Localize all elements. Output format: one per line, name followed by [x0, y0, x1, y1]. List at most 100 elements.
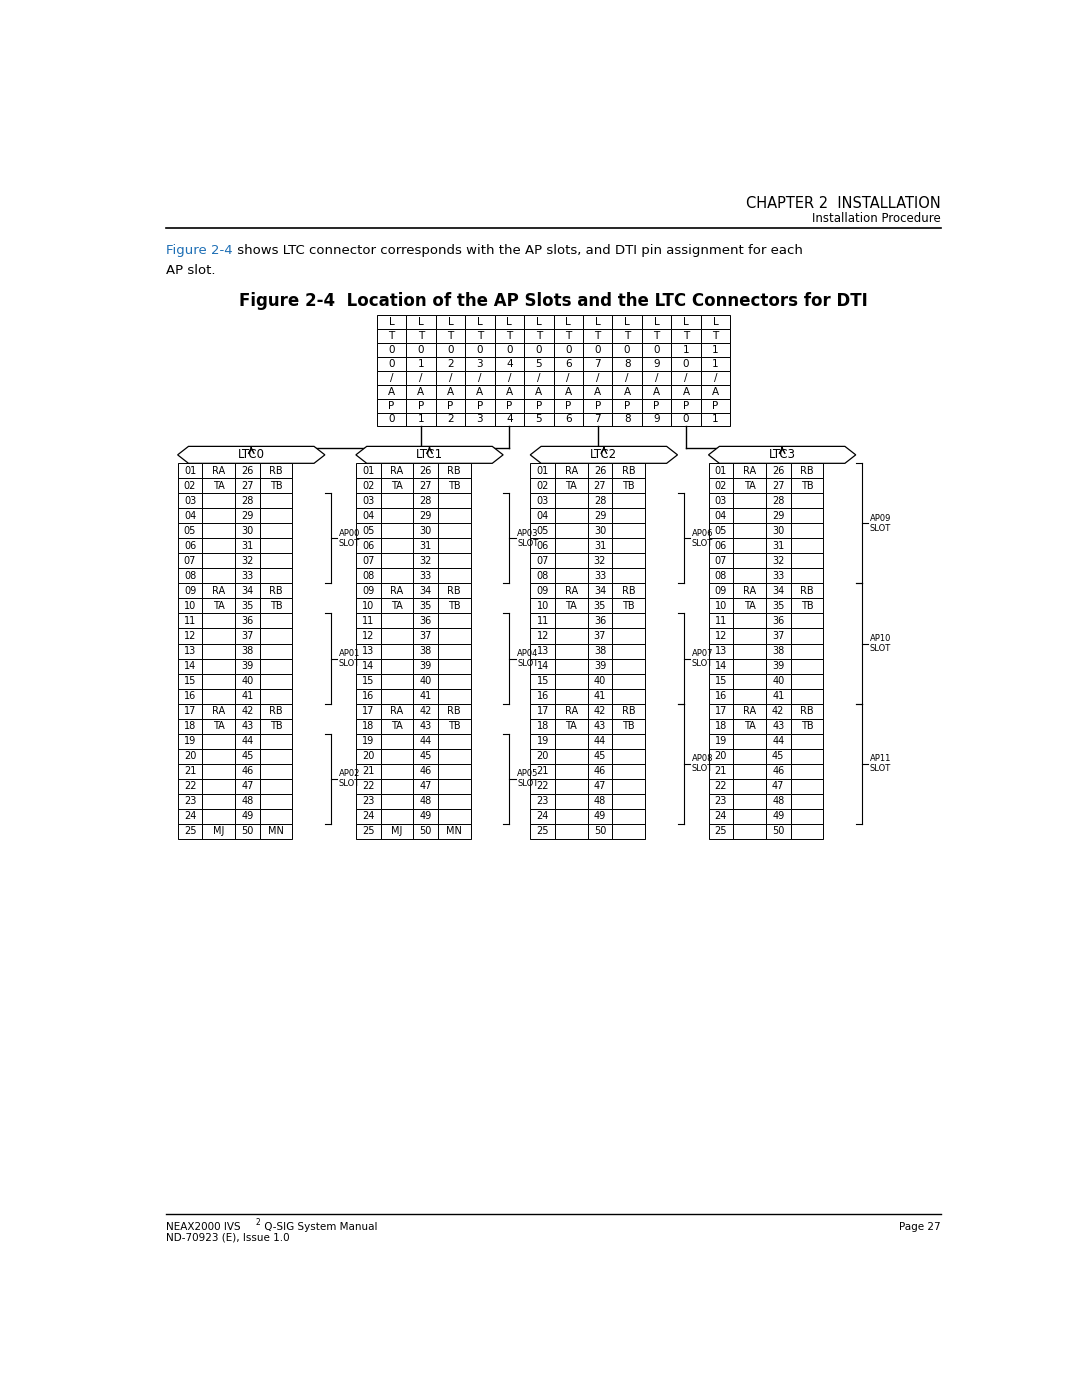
Text: P: P	[536, 401, 542, 411]
Text: 36: 36	[772, 616, 784, 626]
Bar	[555, 493, 588, 509]
Bar	[612, 464, 645, 478]
Text: 06: 06	[537, 541, 549, 550]
Bar	[708, 538, 733, 553]
Text: 35: 35	[419, 601, 432, 610]
Text: 02: 02	[715, 481, 727, 490]
Bar	[465, 330, 495, 344]
Bar	[733, 749, 766, 764]
Bar	[588, 509, 612, 524]
Text: 15: 15	[362, 676, 375, 686]
Bar	[733, 493, 766, 509]
Bar	[588, 658, 612, 673]
Bar	[733, 793, 766, 809]
Text: 31: 31	[241, 541, 254, 550]
Text: P: P	[507, 401, 512, 411]
Text: 0: 0	[389, 345, 395, 355]
Text: 49: 49	[594, 812, 606, 821]
Text: TB: TB	[448, 481, 460, 490]
Bar	[260, 673, 293, 689]
Bar	[435, 330, 465, 344]
Bar	[380, 538, 414, 553]
Bar	[555, 658, 588, 673]
Text: /: /	[419, 373, 422, 383]
Bar	[791, 673, 823, 689]
Text: 10: 10	[537, 601, 549, 610]
Bar	[791, 613, 823, 629]
Text: 19: 19	[715, 736, 727, 746]
Text: MJ: MJ	[213, 826, 225, 837]
Bar	[766, 809, 791, 824]
Bar	[177, 464, 202, 478]
Bar	[530, 598, 555, 613]
Bar	[177, 538, 202, 553]
Bar	[642, 344, 672, 358]
Text: 03: 03	[184, 496, 197, 506]
Text: A: A	[388, 387, 395, 397]
Bar	[380, 809, 414, 824]
Bar	[530, 733, 555, 749]
Text: 40: 40	[594, 676, 606, 686]
Text: TA: TA	[213, 601, 225, 610]
Bar	[708, 733, 733, 749]
Bar	[356, 718, 380, 733]
Text: 43: 43	[594, 721, 606, 731]
Text: 28: 28	[594, 496, 606, 506]
Text: 15: 15	[537, 676, 549, 686]
Text: 0: 0	[389, 415, 395, 425]
Text: 1: 1	[418, 359, 424, 369]
Text: 12: 12	[715, 631, 727, 641]
Bar	[356, 749, 380, 764]
Text: 26: 26	[772, 465, 784, 476]
Bar	[438, 778, 471, 793]
Bar	[708, 778, 733, 793]
Bar	[406, 330, 435, 344]
Bar	[588, 553, 612, 569]
Bar	[733, 824, 766, 838]
Text: 33: 33	[772, 571, 784, 581]
Polygon shape	[356, 447, 503, 464]
Bar	[177, 733, 202, 749]
Bar	[356, 613, 380, 629]
Bar	[642, 372, 672, 384]
Bar	[708, 584, 733, 598]
Bar	[555, 824, 588, 838]
Bar	[380, 584, 414, 598]
Text: 46: 46	[594, 766, 606, 777]
Bar	[612, 553, 645, 569]
Text: TB: TB	[800, 481, 813, 490]
Bar	[791, 644, 823, 658]
Text: 34: 34	[241, 585, 254, 597]
Text: /: /	[654, 373, 659, 383]
Bar	[177, 584, 202, 598]
Bar	[202, 629, 235, 644]
Bar	[435, 412, 465, 426]
Bar	[260, 613, 293, 629]
Bar	[524, 330, 554, 344]
Bar	[530, 809, 555, 824]
Bar	[708, 569, 733, 584]
Bar	[380, 598, 414, 613]
Text: 0: 0	[683, 359, 689, 369]
Bar	[438, 509, 471, 524]
Bar	[588, 538, 612, 553]
Bar	[791, 493, 823, 509]
Text: 35: 35	[594, 601, 606, 610]
Bar	[583, 330, 612, 344]
Text: MN: MN	[446, 826, 462, 837]
Bar	[701, 358, 730, 372]
Text: 24: 24	[362, 812, 375, 821]
Bar	[356, 824, 380, 838]
Text: 46: 46	[772, 766, 784, 777]
Bar	[766, 733, 791, 749]
Bar	[177, 764, 202, 778]
Bar	[177, 718, 202, 733]
Text: TB: TB	[448, 601, 460, 610]
Bar	[414, 704, 438, 718]
Bar	[202, 704, 235, 718]
Text: 7: 7	[594, 415, 600, 425]
Bar	[612, 478, 645, 493]
Bar	[356, 598, 380, 613]
Text: 20: 20	[362, 752, 375, 761]
Bar	[495, 330, 524, 344]
